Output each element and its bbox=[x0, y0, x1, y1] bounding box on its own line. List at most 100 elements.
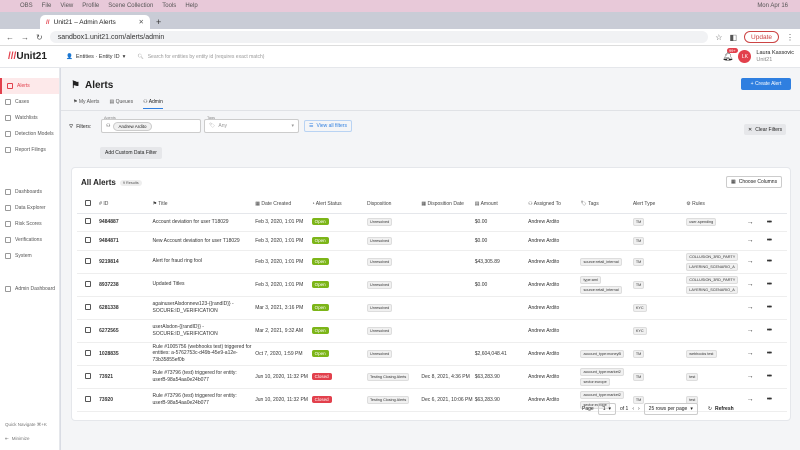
entity-search-type-select[interactable]: 👤 Entities · Entity ID ▾ bbox=[66, 54, 125, 60]
table-row[interactable]: 6272565 userAlsdon-{{randID}} - SOCURE:ID… bbox=[77, 319, 787, 343]
os-menu-scene[interactable]: Scene Collection bbox=[108, 3, 154, 9]
close-icon[interactable]: ✕ bbox=[138, 19, 144, 26]
row-menu-button[interactable]: ••• bbox=[766, 231, 787, 251]
arrow-right-icon[interactable]: → bbox=[746, 396, 754, 403]
checkbox[interactable] bbox=[85, 257, 91, 264]
more-icon[interactable]: ••• bbox=[766, 304, 772, 311]
browser-tab[interactable]: // Unit21 – Admin Alerts ✕ bbox=[40, 15, 150, 29]
row-checkbox-cell[interactable] bbox=[77, 342, 100, 366]
sidebar-item-report-filings[interactable]: Report Filings bbox=[0, 142, 59, 158]
row-checkbox-cell[interactable] bbox=[77, 250, 100, 274]
bell-icon[interactable]: 🔔︎ 99+ bbox=[721, 48, 738, 61]
table-row[interactable]: 8937238 Updated Titles Feb 3, 2020, 1:01 P… bbox=[77, 273, 787, 297]
tag-pill[interactable]: type:aml bbox=[580, 275, 601, 284]
os-menu-profile[interactable]: Profile bbox=[82, 3, 100, 9]
sidebar-item-watchlists[interactable]: Watchlists bbox=[0, 110, 59, 126]
os-menu-view[interactable]: View bbox=[60, 3, 74, 9]
more-icon[interactable]: ••• bbox=[766, 327, 772, 334]
column-header-tags[interactable]: 🏷︎ Tags bbox=[580, 196, 633, 214]
column-header-date-created[interactable]: ▦ Date Created bbox=[255, 196, 312, 214]
arrow-right-icon[interactable]: → bbox=[746, 304, 754, 311]
create-alert-button[interactable]: + Create Alert bbox=[741, 78, 791, 90]
rule-pill[interactable]: LAYERING_SCENARIO_A bbox=[686, 262, 738, 271]
browser-menu-icon[interactable]: ⋮ bbox=[786, 32, 794, 42]
more-icon[interactable]: ••• bbox=[766, 237, 772, 245]
reload-icon[interactable]: ↻ bbox=[36, 32, 43, 42]
arrow-right-icon[interactable]: → bbox=[746, 281, 754, 288]
entity-search-input[interactable]: 🔍︎ Search for entities by entity id (req… bbox=[137, 54, 264, 60]
more-icon[interactable]: ••• bbox=[766, 218, 772, 226]
open-alert-button[interactable]: → bbox=[746, 365, 767, 389]
more-icon[interactable]: ••• bbox=[766, 350, 772, 357]
clear-filters-button[interactable]: ✕ Clear Filters bbox=[744, 124, 787, 135]
sidebar-item-alerts[interactable]: Alerts bbox=[0, 78, 59, 94]
rule-pill[interactable]: user-spending bbox=[686, 218, 717, 227]
row-checkbox-cell[interactable] bbox=[77, 273, 100, 297]
more-icon[interactable]: ••• bbox=[766, 373, 772, 380]
prev-page-icon[interactable]: ‹ bbox=[632, 406, 634, 412]
table-row[interactable]: 9219814 Alert for fraud ring fool Feb 3, 2… bbox=[77, 250, 787, 274]
open-alert-button[interactable]: → bbox=[746, 319, 767, 343]
row-checkbox-cell[interactable] bbox=[77, 365, 100, 389]
arrow-right-icon[interactable]: → bbox=[746, 350, 754, 357]
tab-queues[interactable]: ▤ Queues bbox=[109, 99, 133, 109]
os-menu-tools[interactable]: Tools bbox=[162, 3, 177, 9]
arrow-right-icon[interactable]: → bbox=[746, 258, 754, 265]
address-bar[interactable]: sandbox1.unit21.com/alerts/admin bbox=[49, 31, 709, 43]
rule-pill[interactable]: LAYERING_SCENARIO_A bbox=[686, 285, 738, 294]
arrow-right-icon[interactable]: → bbox=[746, 218, 754, 226]
column-header-disposition[interactable]: Disposition bbox=[367, 196, 422, 214]
page-select[interactable]: 1 ▾ bbox=[597, 403, 616, 415]
back-icon[interactable]: ← bbox=[6, 32, 14, 42]
extensions-icon[interactable]: ◧ bbox=[729, 32, 738, 42]
column-header-amount[interactable]: ▤ Amount bbox=[474, 196, 529, 214]
sidebar-item-risk-scores[interactable]: Risk Scores bbox=[0, 216, 59, 232]
refresh-button[interactable]: ↻ Refresh bbox=[708, 406, 734, 412]
tag-pill[interactable]: account_type:market2 bbox=[580, 367, 624, 376]
sidebar-item-data-explorer[interactable]: Data Explorer bbox=[0, 200, 59, 216]
tags-filter[interactable]: 🏷︎ Any ▾ bbox=[204, 119, 299, 133]
select-all-checkbox[interactable] bbox=[77, 196, 100, 214]
arrow-right-icon[interactable]: → bbox=[746, 237, 754, 245]
tag-pill[interactable]: account_type:market2 bbox=[580, 390, 624, 399]
row-checkbox-cell[interactable] bbox=[77, 388, 100, 412]
open-alert-button[interactable]: → bbox=[746, 342, 767, 366]
table-row[interactable]: 6281338 againuserAlsdonnew123-{{randID}} … bbox=[77, 296, 787, 320]
arrow-right-icon[interactable]: → bbox=[746, 327, 754, 334]
row-menu-button[interactable]: ••• bbox=[766, 388, 787, 412]
column-header-alert-status[interactable]: ◔ Alert Status bbox=[311, 196, 367, 214]
tag-pill[interactable]: source:retail_internal bbox=[580, 257, 622, 266]
checkbox[interactable] bbox=[85, 372, 91, 379]
tag-pill[interactable]: sector:europe bbox=[580, 400, 610, 409]
row-menu-button[interactable]: ••• bbox=[766, 213, 787, 232]
table-row[interactable]: 9484887 Account deviation for user T18029… bbox=[77, 213, 787, 232]
checkbox[interactable] bbox=[85, 303, 91, 310]
table-row[interactable]: 73921 Rule #73796 (test) triggered for en… bbox=[77, 365, 787, 389]
sidebar-item-detection-models[interactable]: Detection Models bbox=[0, 126, 59, 142]
table-row[interactable]: 73920 Rule #73796 (test) triggered for en… bbox=[77, 388, 787, 412]
column-header-alert-type[interactable]: Alert Type bbox=[632, 196, 687, 214]
rows-per-page-select[interactable]: 25 rows per page ▾ bbox=[643, 403, 698, 415]
sidebar-item-admin-dashboard[interactable]: Admin Dashboard bbox=[0, 281, 59, 297]
row-menu-button[interactable]: ••• bbox=[766, 365, 787, 389]
sidebar-item-system[interactable]: System bbox=[0, 248, 59, 264]
os-app-name[interactable]: OBS bbox=[20, 3, 33, 9]
next-page-icon[interactable]: › bbox=[638, 406, 640, 412]
open-alert-button[interactable]: → bbox=[746, 388, 767, 412]
open-alert-button[interactable]: → bbox=[746, 296, 767, 320]
sidebar-item-dashboards[interactable]: Dashboards bbox=[0, 184, 59, 200]
add-custom-data-filter-button[interactable]: Add Custom Data Filter bbox=[100, 147, 162, 159]
checkbox[interactable] bbox=[85, 326, 91, 333]
open-alert-button[interactable]: → bbox=[746, 231, 767, 251]
checkbox[interactable] bbox=[85, 218, 91, 225]
checkbox[interactable] bbox=[85, 395, 91, 402]
checkbox[interactable] bbox=[85, 236, 91, 243]
open-alert-button[interactable]: → bbox=[746, 213, 767, 232]
row-checkbox-cell[interactable] bbox=[77, 231, 100, 251]
open-alert-button[interactable]: → bbox=[746, 250, 767, 274]
os-menu-file[interactable]: File bbox=[41, 3, 52, 9]
rule-pill[interactable]: COLLUSION_3RD_PARTY bbox=[686, 252, 739, 261]
row-menu-button[interactable]: ••• bbox=[766, 273, 787, 297]
more-icon[interactable]: ••• bbox=[766, 258, 772, 265]
column-header-rules[interactable]: ⚙ Rules bbox=[686, 196, 747, 214]
